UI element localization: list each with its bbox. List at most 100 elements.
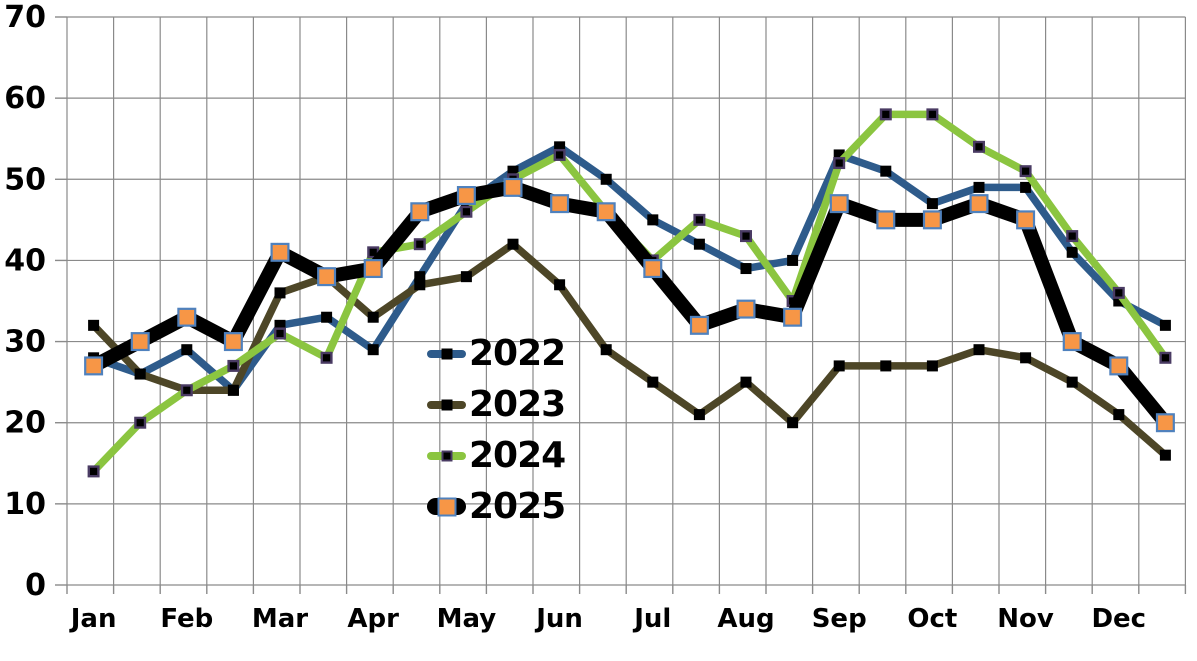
data-point-marker	[973, 181, 985, 193]
data-point-marker	[787, 417, 799, 429]
data-point-marker	[1066, 246, 1078, 258]
data-point-marker	[227, 359, 240, 372]
y-tick-label: 40	[4, 243, 46, 278]
legend-marker-icon	[437, 497, 456, 516]
data-point-marker	[926, 108, 939, 121]
y-tick-label: 30	[4, 325, 46, 360]
data-point-marker	[317, 267, 337, 287]
data-point-marker	[87, 465, 100, 478]
data-point-marker	[1062, 332, 1082, 352]
data-point-marker	[363, 259, 383, 279]
x-tick-label: Apr	[347, 604, 399, 634]
x-tick-label: Jul	[632, 604, 671, 634]
data-point-marker	[88, 319, 100, 331]
legend-line-swatch	[427, 450, 466, 461]
data-point-marker	[134, 416, 147, 429]
x-tick-label: Mar	[252, 604, 308, 634]
data-point-marker	[367, 311, 379, 323]
x-tick-label: Jun	[534, 604, 583, 634]
data-point-marker	[1066, 376, 1078, 388]
data-point-marker	[600, 173, 612, 185]
data-point-marker	[320, 351, 333, 364]
y-tick-label: 50	[4, 162, 46, 197]
data-point-marker	[180, 384, 193, 397]
data-point-marker	[693, 213, 706, 226]
data-point-marker	[880, 360, 892, 372]
y-tick-label: 60	[4, 81, 46, 116]
legend-marker-icon	[441, 399, 452, 410]
series-line-2023	[90, 239, 1168, 459]
data-point-marker	[693, 409, 705, 421]
data-point-marker	[879, 108, 892, 121]
data-point-marker	[554, 141, 566, 153]
data-point-marker	[1016, 210, 1036, 230]
series-line-2025	[90, 180, 1171, 428]
data-point-marker	[783, 307, 803, 327]
data-point-marker	[274, 287, 286, 299]
data-point-marker	[413, 238, 426, 251]
data-point-marker	[507, 238, 519, 250]
data-point-marker	[833, 157, 846, 170]
data-point-marker	[460, 271, 472, 283]
data-point-marker	[1159, 319, 1171, 331]
legend-label: 2024	[469, 434, 566, 476]
data-point-marker	[600, 344, 612, 356]
data-point-marker	[1020, 352, 1032, 364]
data-point-marker	[973, 140, 986, 153]
y-tick-label: 0	[25, 568, 46, 603]
data-point-marker	[922, 210, 942, 230]
data-point-marker	[787, 254, 799, 266]
data-point-marker	[740, 263, 752, 275]
data-point-marker	[1159, 449, 1171, 461]
data-point-marker	[554, 279, 566, 291]
data-point-marker	[926, 360, 938, 372]
x-tick-label: May	[437, 604, 497, 634]
data-point-marker	[410, 202, 430, 222]
data-point-marker	[456, 186, 476, 206]
data-point-marker	[876, 210, 896, 230]
data-point-marker	[880, 165, 892, 177]
data-point-marker	[1159, 351, 1172, 364]
legend-marker-icon	[441, 348, 452, 359]
data-point-marker	[550, 194, 570, 214]
data-point-marker	[693, 238, 705, 250]
data-point-marker	[274, 327, 287, 340]
data-point-marker	[643, 259, 663, 279]
legend-line-swatch	[427, 348, 466, 359]
data-point-marker	[926, 198, 938, 210]
legend-marker-icon	[441, 450, 452, 461]
data-point-marker	[647, 376, 659, 388]
data-point-marker	[274, 319, 286, 331]
data-point-marker	[740, 230, 753, 243]
data-point-marker	[270, 242, 290, 262]
data-point-marker	[833, 360, 845, 372]
data-point-marker	[1066, 230, 1079, 243]
data-point-marker	[829, 194, 849, 214]
y-tick-label: 10	[4, 487, 46, 522]
data-point-marker	[460, 205, 473, 218]
y-tick-label: 70	[4, 0, 46, 35]
y-tick-label: 20	[4, 406, 46, 441]
data-point-marker	[134, 368, 146, 380]
data-point-marker	[414, 279, 426, 291]
x-tick-label: Nov	[997, 604, 1054, 634]
data-point-marker	[553, 148, 566, 161]
data-point-marker	[367, 344, 379, 356]
data-point-marker	[973, 344, 985, 356]
data-point-marker	[227, 384, 239, 396]
data-point-marker	[736, 299, 756, 319]
data-point-marker	[689, 315, 709, 335]
legend-label: 2025	[469, 485, 566, 527]
chart-legend: 2022 2023 2024 2025	[427, 328, 566, 532]
x-tick-label: Oct	[907, 604, 957, 634]
legend-line-swatch	[427, 399, 466, 410]
data-point-marker	[647, 214, 659, 226]
data-point-marker	[969, 194, 989, 214]
x-tick-label: Aug	[717, 604, 774, 634]
legend-item-2022: 2022	[427, 328, 566, 379]
data-point-marker	[414, 271, 426, 283]
data-point-marker	[1109, 356, 1129, 376]
legend-line-swatch	[427, 497, 466, 516]
